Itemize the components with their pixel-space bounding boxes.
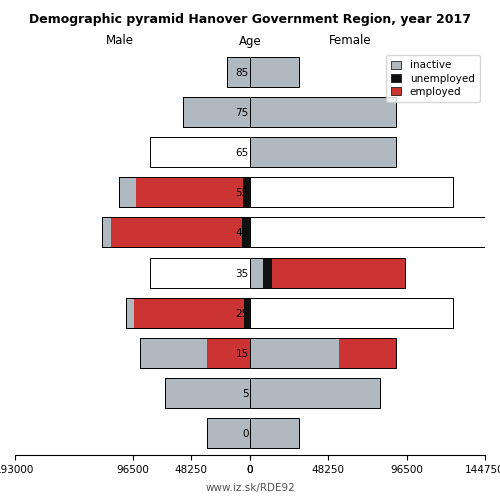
Bar <box>140 338 250 368</box>
Bar <box>183 97 250 127</box>
Bar <box>250 258 405 288</box>
Bar <box>242 218 250 248</box>
Bar <box>165 378 250 408</box>
Bar <box>183 97 250 127</box>
Bar <box>250 338 396 368</box>
Text: www.iz.sk/RDE92: www.iz.sk/RDE92 <box>205 482 295 492</box>
Bar <box>244 178 250 208</box>
Bar <box>250 57 298 87</box>
Bar <box>250 137 396 168</box>
Bar <box>250 178 453 208</box>
Bar <box>250 338 340 368</box>
Bar <box>165 378 250 408</box>
Bar <box>340 338 396 368</box>
Bar <box>126 298 250 328</box>
Bar <box>208 418 250 448</box>
Bar <box>126 298 250 328</box>
Bar <box>208 338 250 368</box>
Bar <box>244 298 250 328</box>
Bar <box>250 178 453 208</box>
Bar <box>102 218 250 248</box>
Bar <box>150 258 250 288</box>
Bar <box>110 218 250 248</box>
Bar <box>119 178 250 208</box>
Bar <box>250 298 453 328</box>
Bar <box>250 258 263 288</box>
Text: Demographic pyramid Hanover Government Region, year 2017: Demographic pyramid Hanover Government R… <box>29 12 471 26</box>
Bar <box>250 418 298 448</box>
Bar <box>263 258 272 288</box>
Bar <box>250 298 453 328</box>
Bar <box>250 378 380 408</box>
Bar <box>250 97 396 127</box>
Bar <box>134 298 250 328</box>
Bar <box>208 418 250 448</box>
Bar <box>227 57 250 87</box>
Bar <box>136 178 250 208</box>
Bar <box>263 258 405 288</box>
Text: Male: Male <box>106 34 134 48</box>
Legend: inactive, unemployed, employed: inactive, unemployed, employed <box>386 55 480 102</box>
Text: Age: Age <box>238 34 262 48</box>
Bar <box>140 338 250 368</box>
Bar <box>102 218 250 248</box>
Bar <box>150 137 250 168</box>
Bar <box>250 218 486 248</box>
Bar <box>119 178 250 208</box>
Bar <box>250 218 486 248</box>
Bar <box>227 57 250 87</box>
Text: Female: Female <box>328 34 372 48</box>
